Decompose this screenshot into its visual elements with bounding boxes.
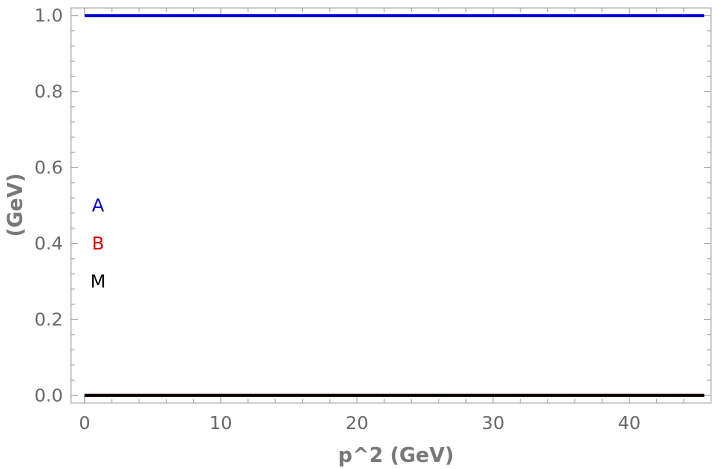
plot-frame — [70, 7, 712, 404]
y-tick-label: 0.4 — [34, 233, 63, 254]
y-axis-title: (GeV) — [3, 173, 27, 237]
x-tick-label: 20 — [346, 413, 369, 434]
y-tick-label: 0.8 — [34, 82, 63, 103]
plot-border — [70, 7, 712, 404]
legend-label-b: B — [92, 233, 104, 254]
legend-label-a: A — [92, 196, 105, 217]
y-tick-label: 0.0 — [34, 385, 63, 406]
legend: ABM — [90, 196, 106, 293]
legend-label-m: M — [90, 271, 106, 292]
x-axis-ticks: 0 10 20 30 40 — [79, 8, 685, 434]
x-tick-label: 0 — [79, 413, 90, 434]
x-tick-label: 10 — [209, 413, 232, 434]
y-tick-label: 0.2 — [34, 309, 63, 330]
y-tick-label: 1.0 — [34, 6, 63, 27]
x-tick-label: 30 — [482, 413, 505, 434]
series-lines — [84, 14, 705, 397]
x-axis-title: p^2 (GeV) — [338, 443, 454, 467]
y-axis-ticks: 0.0 0.2 0.4 0.6 0.8 1.0 — [34, 6, 711, 406]
x-tick-label: 40 — [618, 413, 641, 434]
y-tick-label: 0.6 — [34, 158, 63, 179]
